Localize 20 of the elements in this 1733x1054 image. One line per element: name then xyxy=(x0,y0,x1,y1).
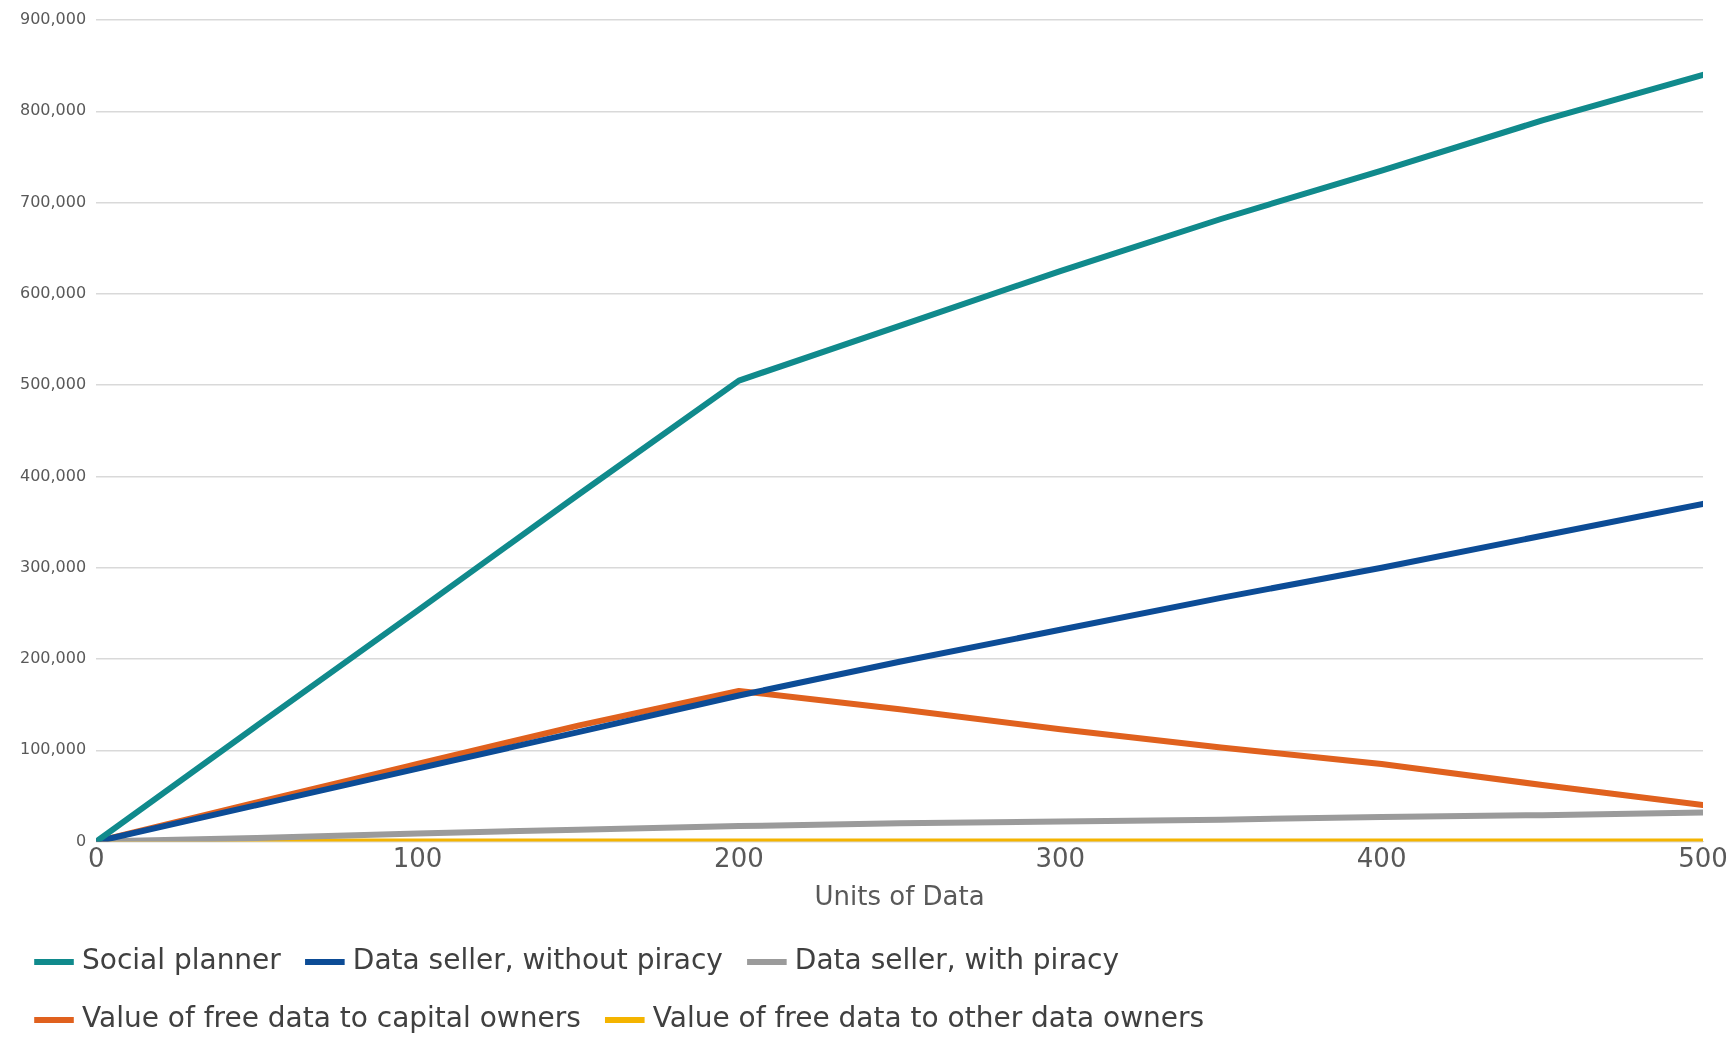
x-tick-label: 100 xyxy=(392,842,443,873)
legend-label: Value of free data to other data owners xyxy=(652,1001,1205,1035)
y-tick-label: 800,000 xyxy=(19,100,87,120)
y-tick-label: 700,000 xyxy=(19,191,87,211)
x-axis-title: Units of Data xyxy=(814,881,985,912)
x-tick-label: 500 xyxy=(1678,842,1728,873)
y-tick-label: 200,000 xyxy=(19,648,87,668)
y-tick-label: 100,000 xyxy=(19,739,87,759)
legend-label: Data seller, without piracy xyxy=(352,943,723,977)
x-tick-label: 300 xyxy=(1035,842,1086,873)
legend-label: Data seller, with piracy xyxy=(794,943,1120,977)
y-tick-label: 600,000 xyxy=(19,283,87,303)
x-tick-label: 400 xyxy=(1356,842,1407,873)
y-tick-label: 500,000 xyxy=(19,374,87,394)
x-tick-label: 200 xyxy=(714,842,764,873)
legend-label: Value of free data to capital owners xyxy=(82,1001,581,1035)
legend-label: Social planner xyxy=(82,943,282,977)
y-tick-label: 900,000 xyxy=(19,9,87,29)
y-tick-label: 300,000 xyxy=(19,556,87,576)
y-tick-label: 400,000 xyxy=(19,465,87,485)
